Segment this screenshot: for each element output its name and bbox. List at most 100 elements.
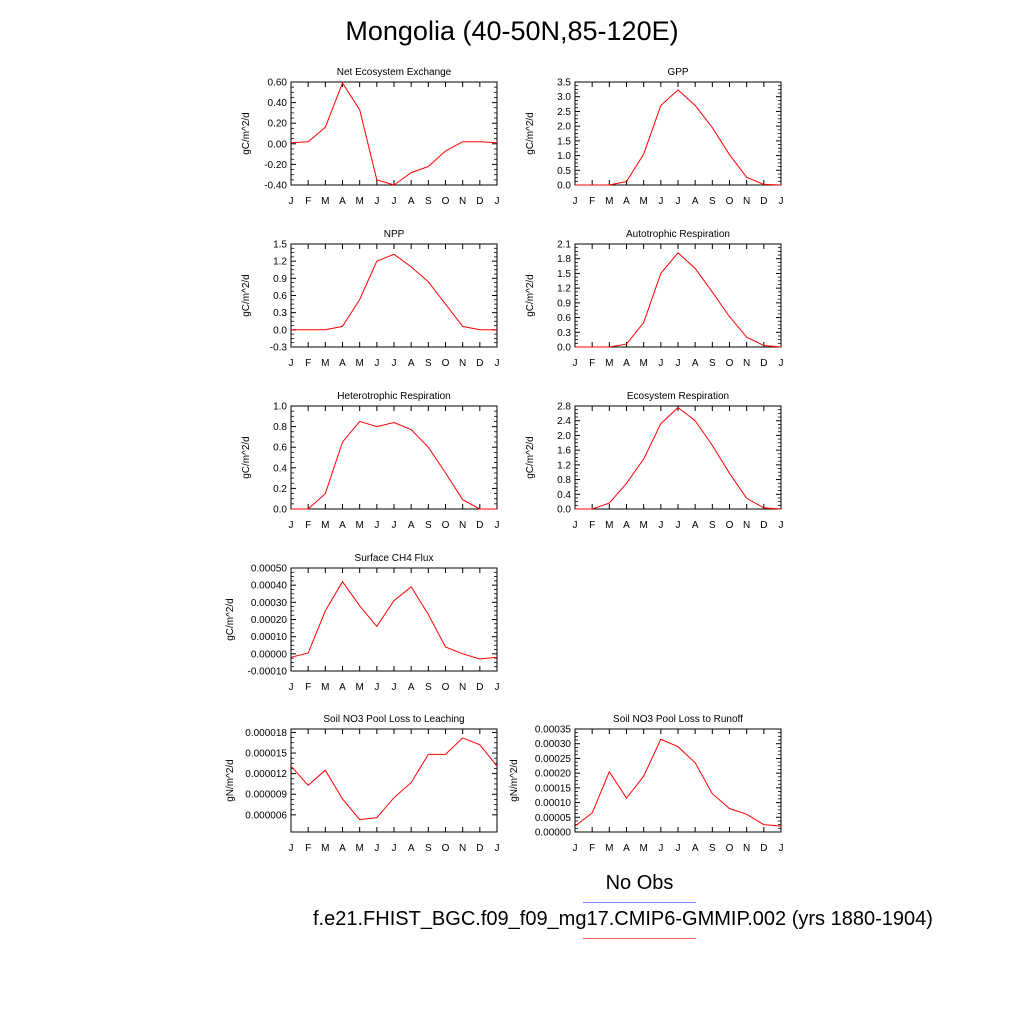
x-tick-label: S <box>425 358 432 369</box>
y-tick-label: 0.00020 <box>251 615 288 626</box>
x-tick-label: D <box>476 196 483 207</box>
y-tick-label: 2.0 <box>557 431 571 442</box>
x-tick-label: J <box>658 358 663 369</box>
x-tick-label: J <box>392 196 397 207</box>
x-tick-label: F <box>305 682 311 693</box>
y-tick-label: 0.00025 <box>535 754 572 765</box>
y-tick-label: 2.8 <box>557 402 571 413</box>
panel-title: Autotrophic Respiration <box>626 229 730 240</box>
x-tick-label: J <box>289 843 294 854</box>
y-tick-label: -0.20 <box>264 160 287 171</box>
x-tick-label: D <box>476 682 483 693</box>
y-tick-label: 2.1 <box>557 240 571 251</box>
x-tick-label: M <box>605 358 613 369</box>
x-tick-label: N <box>743 358 750 369</box>
y-tick-label: 0.0 <box>273 505 287 516</box>
x-tick-label: M <box>355 682 363 693</box>
y-tick-label: 2.5 <box>557 107 571 118</box>
y-tick-label: 3.0 <box>557 92 571 103</box>
x-tick-label: J <box>676 520 681 531</box>
x-tick-label: F <box>305 358 311 369</box>
y-tick-label: 0.8 <box>557 475 571 486</box>
y-tick-label: 1.0 <box>557 151 571 162</box>
y-tick-label: 0.00040 <box>251 581 288 592</box>
x-tick-label: A <box>408 196 415 207</box>
x-tick-label: J <box>573 358 578 369</box>
y-tick-label: 1.8 <box>557 254 571 265</box>
y-axis-label: gC/m^2/d <box>525 274 536 317</box>
y-axis-label: gC/m^2/d <box>241 112 252 155</box>
y-tick-label: 0.0 <box>557 343 571 354</box>
plot-frame <box>290 81 498 186</box>
series-line <box>575 406 782 510</box>
x-tick-label: D <box>476 520 483 531</box>
y-tick-label: 0.9 <box>273 274 287 285</box>
y-tick-label: 0.0 <box>557 181 571 192</box>
x-tick-label: J <box>573 520 578 531</box>
y-tick-label: 0.6 <box>273 443 287 454</box>
x-tick-label: J <box>676 843 681 854</box>
y-tick-label: 0.00030 <box>251 598 288 609</box>
x-tick-label: M <box>605 196 613 207</box>
x-tick-label: S <box>709 196 716 207</box>
x-tick-label: A <box>339 520 346 531</box>
y-tick-label: 1.5 <box>557 269 571 280</box>
y-tick-label: 0.00 <box>268 139 288 150</box>
y-tick-label: 0.000012 <box>245 769 287 780</box>
y-tick-label: 0.6 <box>273 291 287 302</box>
y-tick-label: 1.6 <box>557 446 571 457</box>
x-tick-label: J <box>392 682 397 693</box>
x-tick-label: J <box>289 682 294 693</box>
series-line <box>574 738 782 827</box>
x-tick-label: A <box>692 843 699 854</box>
x-tick-label: J <box>374 843 379 854</box>
x-tick-label: J <box>779 196 784 207</box>
panel-title: Soil NO3 Pool Loss to Leaching <box>323 714 464 725</box>
panel-1: Net Ecosystem Exchange gC/m^2/d -0.40 -0.20… <box>241 67 500 207</box>
y-tick-label: 1.2 <box>557 284 571 295</box>
x-tick-label: A <box>339 196 346 207</box>
x-tick-label: S <box>709 520 716 531</box>
x-tick-label: N <box>459 520 466 531</box>
x-tick-label: J <box>392 358 397 369</box>
series-line <box>575 252 782 348</box>
x-tick-label: J <box>658 520 663 531</box>
y-tick-label: 0.00010 <box>535 798 572 809</box>
y-tick-label: 0.6 <box>557 313 571 324</box>
x-tick-label: N <box>459 843 466 854</box>
x-tick-label: J <box>289 358 294 369</box>
x-tick-label: J <box>392 520 397 531</box>
x-tick-label: D <box>760 520 767 531</box>
x-tick-label: M <box>639 843 647 854</box>
series-line <box>575 89 782 186</box>
panel-title: NPP <box>384 229 405 240</box>
plot-frame <box>574 81 782 186</box>
x-tick-label: F <box>589 358 595 369</box>
x-tick-label: J <box>374 520 379 531</box>
x-tick-label: J <box>676 358 681 369</box>
panel-5: Heterotrophic Respiration gC/m^2/d 0.0 0.2 0… <box>241 391 500 531</box>
x-tick-label: J <box>779 843 784 854</box>
panel-title: Heterotrophic Respiration <box>337 391 450 402</box>
y-tick-label: 0.4 <box>557 490 571 501</box>
x-tick-label: O <box>726 196 734 207</box>
y-tick-label: -0.3 <box>270 343 288 354</box>
x-tick-label: O <box>442 358 450 369</box>
y-tick-label: 0.00000 <box>535 828 572 839</box>
y-tick-label: 1.2 <box>557 460 571 471</box>
x-tick-label: J <box>289 196 294 207</box>
x-tick-label: O <box>442 520 450 531</box>
y-tick-label: 0.0 <box>557 505 571 516</box>
x-tick-label: F <box>589 520 595 531</box>
series-line <box>291 253 497 331</box>
x-tick-label: S <box>425 520 432 531</box>
x-tick-label: S <box>709 358 716 369</box>
y-tick-label: 1.5 <box>557 136 571 147</box>
x-tick-label: N <box>743 843 750 854</box>
y-tick-label: 0.00035 <box>535 725 572 736</box>
x-tick-label: M <box>321 520 329 531</box>
x-tick-label: D <box>760 843 767 854</box>
x-tick-label: F <box>589 196 595 207</box>
